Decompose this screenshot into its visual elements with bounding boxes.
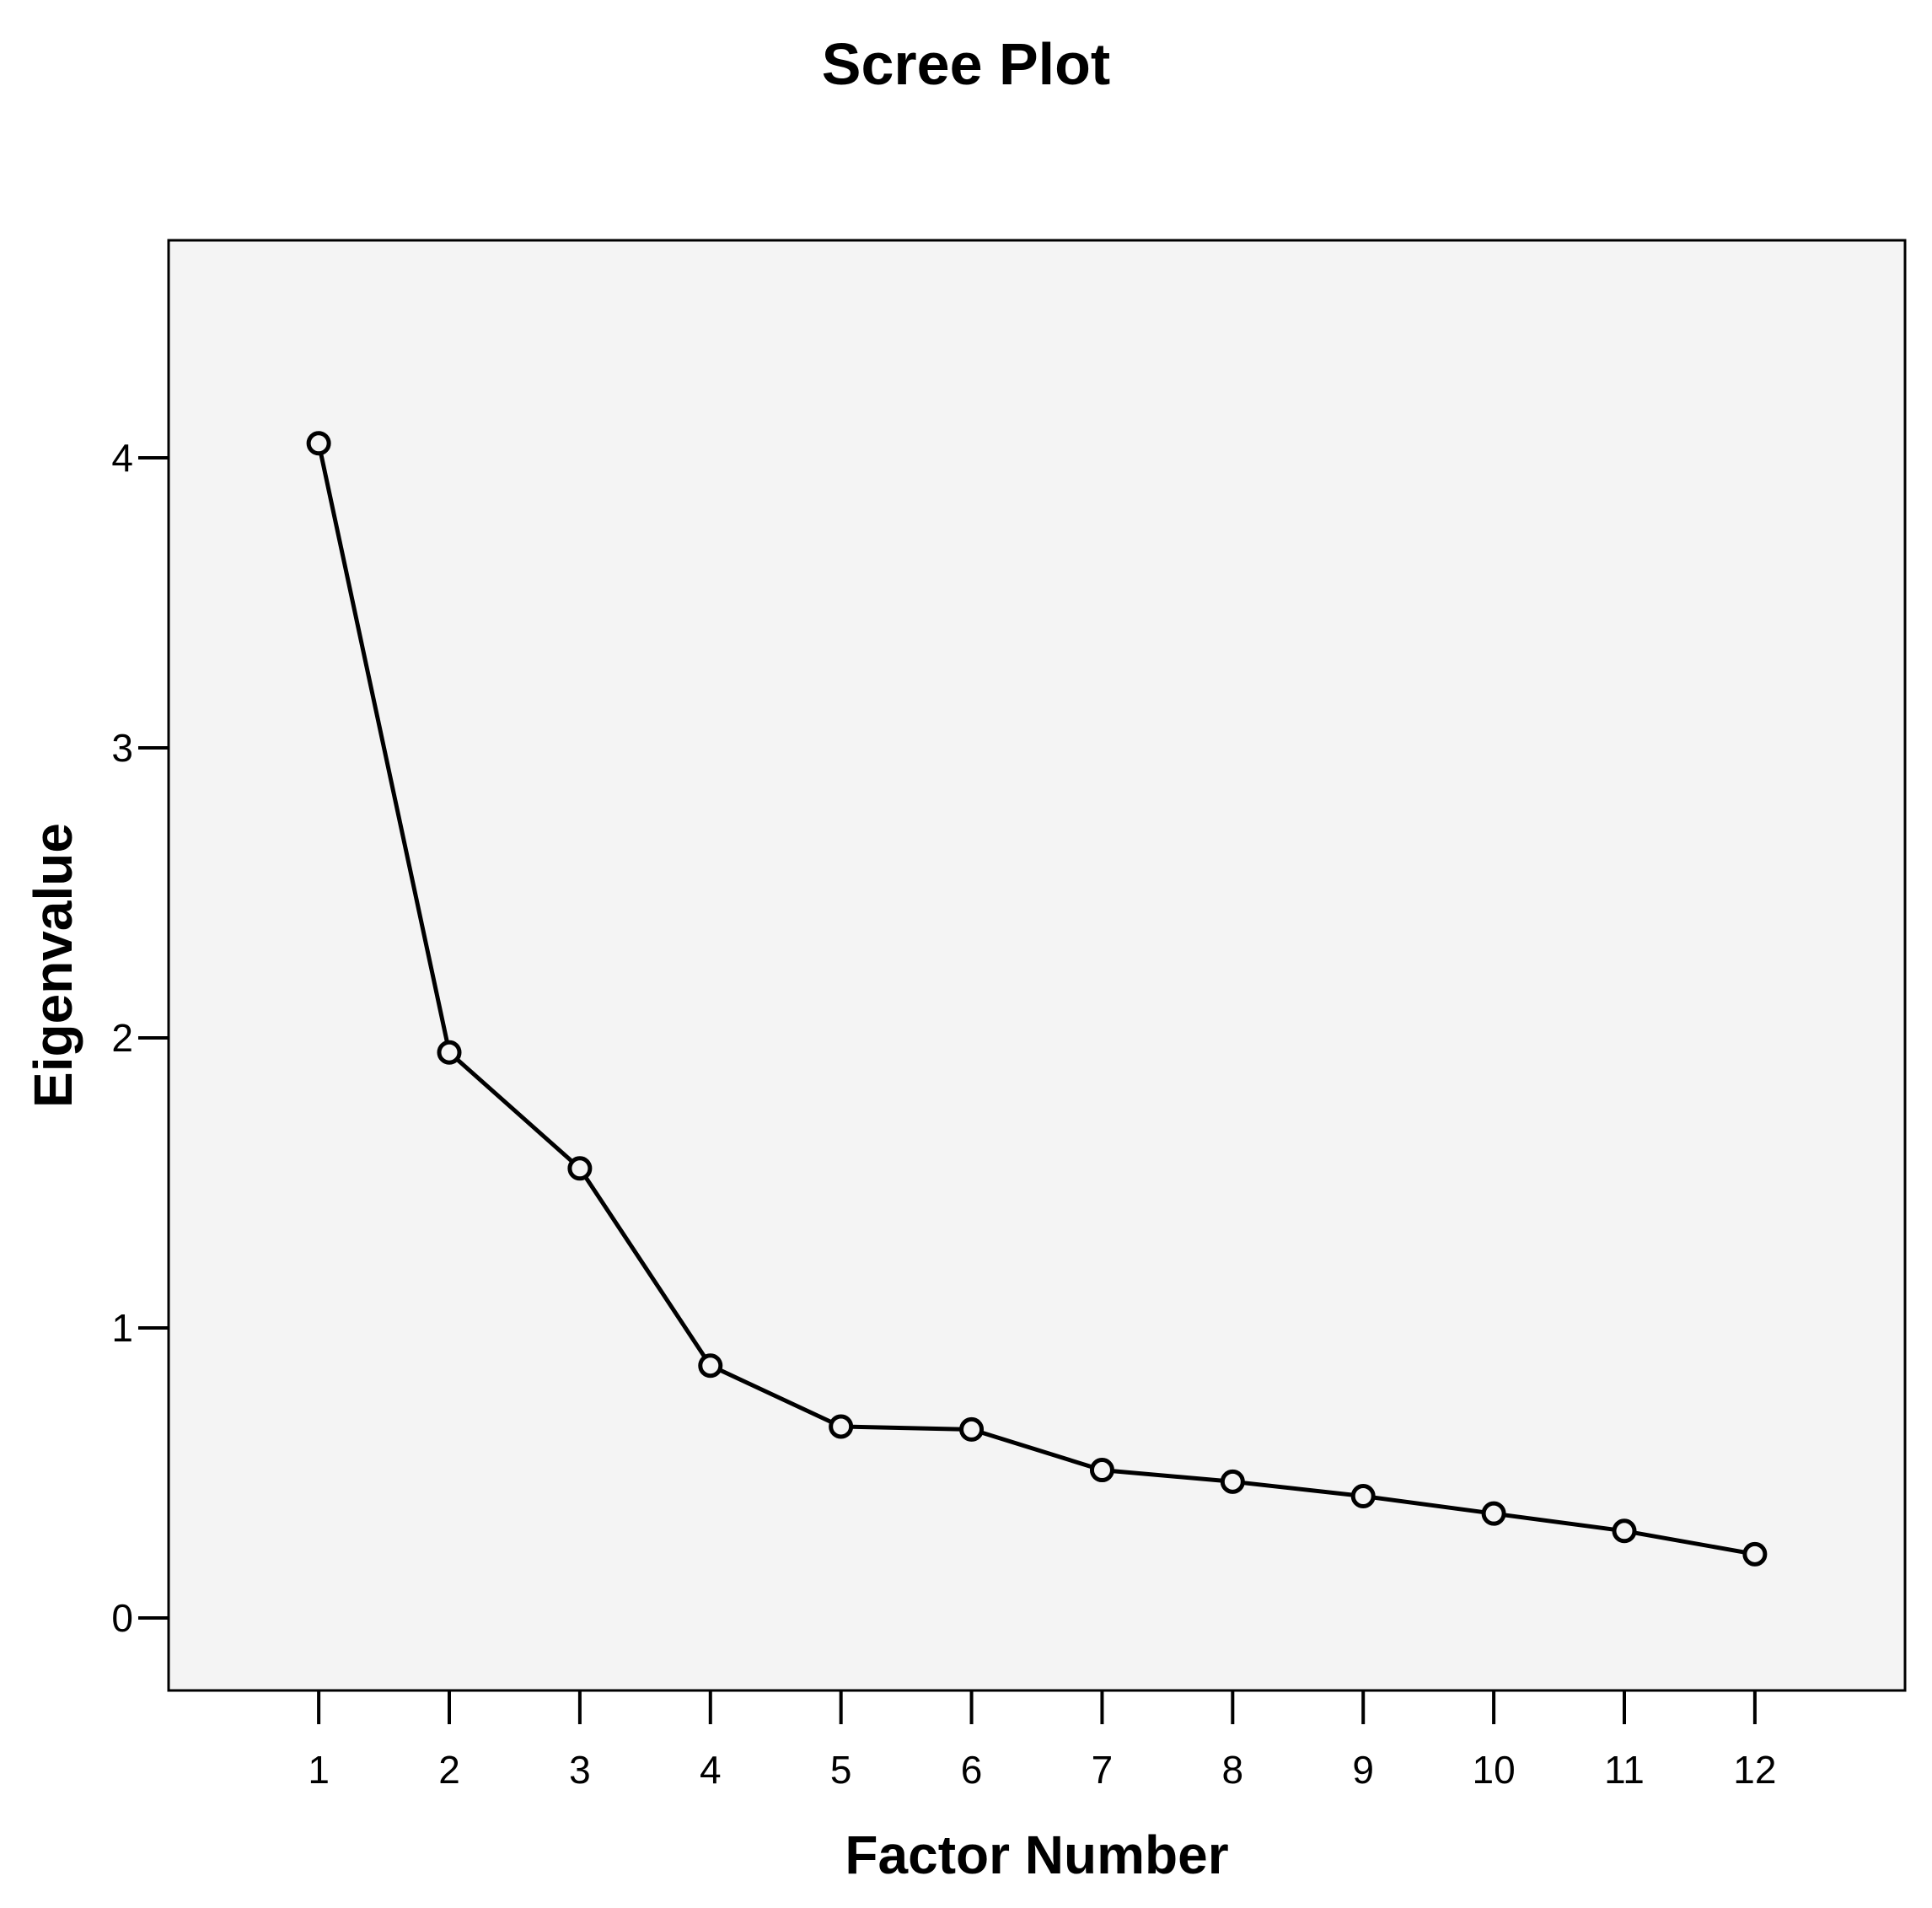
data-point-factor-8 xyxy=(1220,1469,1245,1494)
x-tick-label-6: 6 xyxy=(961,1748,983,1792)
x-tick-label-3: 3 xyxy=(569,1748,591,1792)
x-axis: 1 2 3 4 5 6 7 8 9 10 11 12 xyxy=(308,1690,1776,1792)
x-tick-label-7: 7 xyxy=(1092,1748,1114,1792)
data-point-factor-1 xyxy=(306,431,331,456)
data-point-factor-3 xyxy=(567,1156,593,1181)
data-point-factor-5 xyxy=(829,1414,854,1439)
data-point-factor-10 xyxy=(1481,1501,1506,1526)
y-tick-label-1: 1 xyxy=(111,1306,133,1350)
series-line xyxy=(316,443,1756,1556)
data-point-factor-11 xyxy=(1612,1518,1637,1544)
data-point-factor-2 xyxy=(437,1040,462,1065)
x-tick-label-1: 1 xyxy=(308,1748,330,1792)
data-point-factor-6 xyxy=(959,1416,985,1442)
x-tick-label-8: 8 xyxy=(1222,1748,1244,1792)
data-point-factor-4 xyxy=(698,1353,723,1379)
x-tick-label-9: 9 xyxy=(1352,1748,1374,1792)
x-tick-label-2: 2 xyxy=(438,1748,460,1792)
y-tick-label-2: 2 xyxy=(111,1016,133,1060)
chart-title: Scree Plot xyxy=(822,31,1110,97)
x-tick-label-4: 4 xyxy=(700,1748,722,1792)
data-point-factor-9 xyxy=(1350,1484,1376,1509)
x-tick-label-11: 11 xyxy=(1604,1748,1645,1792)
y-tick-label-3: 3 xyxy=(111,726,133,770)
y-tick-label-0: 0 xyxy=(111,1596,133,1640)
x-tick-label-10: 10 xyxy=(1473,1748,1516,1792)
x-tick-label-5: 5 xyxy=(830,1748,852,1792)
x-tick-label-12: 12 xyxy=(1733,1748,1776,1792)
series-group xyxy=(306,431,1768,1567)
data-point-factor-7 xyxy=(1089,1458,1114,1483)
y-axis-title: Eigenvalue xyxy=(23,823,83,1108)
y-tick-label-4: 4 xyxy=(111,436,133,480)
data-point-factor-12 xyxy=(1742,1541,1768,1567)
x-axis-title: Factor Number xyxy=(845,1825,1228,1885)
y-axis: 0 1 2 3 4 xyxy=(111,436,169,1640)
